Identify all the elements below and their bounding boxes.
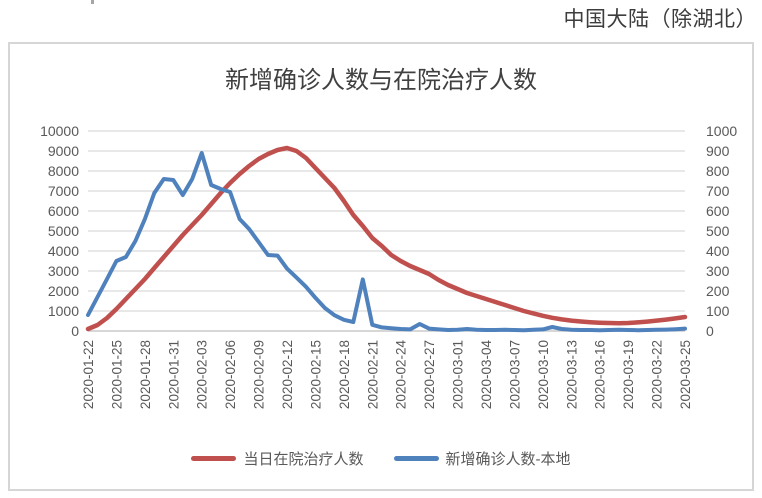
left-axis-tick-label: 7000 [48,183,79,199]
legend-label-new-local-cases: 新增确诊人数-本地 [445,450,571,468]
right-axis-tick-label: 1000 [706,123,737,139]
right-axis-tick-label: 500 [706,223,730,239]
right-axis-tick-label: 700 [706,183,730,199]
left-axis-tick-label: 1000 [48,303,79,319]
legend: 当日在院治疗人数 新增确诊人数-本地 [10,444,752,472]
x-axis-tick-label: 2020-03-25 [678,340,693,409]
left-axis-tick-label: 3000 [48,263,79,279]
x-axis-tick-label: 2020-03-01 [451,340,466,409]
x-axis-tick-label: 2020-02-24 [394,340,409,410]
x-axis-tick-label: 2020-02-21 [365,340,380,409]
x-axis-tick-label: 2020-02-09 [252,340,267,409]
legend-swatch-new-local-cases [393,455,439,461]
legend-swatch-inpatient [191,455,237,461]
left-axis-tick-label: 10000 [40,123,79,139]
x-axis-tick-label: 2020-02-18 [337,340,352,409]
x-axis-tick-label: 2020-01-22 [81,340,96,409]
right-axis-tick-label: 600 [706,203,730,219]
x-axis-tick-label: 2020-02-27 [422,340,437,409]
right-axis-tick-label: 200 [706,283,730,299]
right-axis-tick-label: 800 [706,163,730,179]
cell-cursor-mark [91,0,94,4]
left-axis-tick-label: 2000 [48,283,79,299]
left-axis-tick-label: 8000 [48,163,79,179]
plot-area[interactable]: 0100020003000400050006000700080009000100… [10,44,752,489]
x-axis-tick-label: 2020-01-28 [138,340,153,409]
left-axis-tick-label: 4000 [48,243,79,259]
x-axis-tick-label: 2020-02-15 [308,340,323,409]
x-axis-tick-label: 2020-03-04 [479,340,494,410]
legend-label-inpatient: 当日在院治疗人数 [243,450,364,468]
x-axis-tick-label: 2020-03-10 [536,340,551,409]
x-axis-tick-label: 2020-01-31 [166,340,181,409]
left-axis-tick-label: 6000 [48,203,79,219]
left-axis-tick-label: 5000 [48,223,79,239]
left-axis-tick-label: 0 [71,323,79,339]
series-line-0[interactable] [85,145,688,332]
right-axis-tick-label: 900 [706,143,730,159]
x-axis-tick-label: 2020-01-25 [109,340,124,409]
chart-title: 新增确诊人数与在院治疗人数 [225,67,537,94]
right-axis-tick-label: 300 [706,263,730,279]
x-axis-tick-label: 2020-02-03 [195,340,210,409]
x-axis-tick-label: 2020-03-07 [507,340,522,409]
x-axis-tick-label: 2020-03-16 [593,340,608,409]
x-axis-tick-label: 2020-03-13 [564,340,579,409]
series-line-1[interactable] [86,151,687,333]
x-axis-tick-label: 2020-02-06 [223,340,238,409]
right-axis-tick-label: 100 [706,303,730,319]
right-axis-tick-label: 0 [706,323,714,339]
right-axis-tick-label: 400 [706,243,730,259]
x-axis-tick-label: 2020-02-12 [280,340,295,409]
region-label: 中国大陆（除湖北） [563,8,757,31]
legend-item-new-local-cases[interactable]: 新增确诊人数-本地 [393,448,571,469]
left-axis-tick-label: 9000 [48,143,79,159]
legend-item-inpatient[interactable]: 当日在院治疗人数 [191,448,364,469]
x-axis-tick-label: 2020-03-22 [650,340,665,409]
chart-container[interactable]: 新增确诊人数与在院治疗人数 0 1000 2000 3000 4000 5000 6000 7… [8,42,754,491]
x-axis-tick-label: 2020-03-19 [621,340,636,409]
